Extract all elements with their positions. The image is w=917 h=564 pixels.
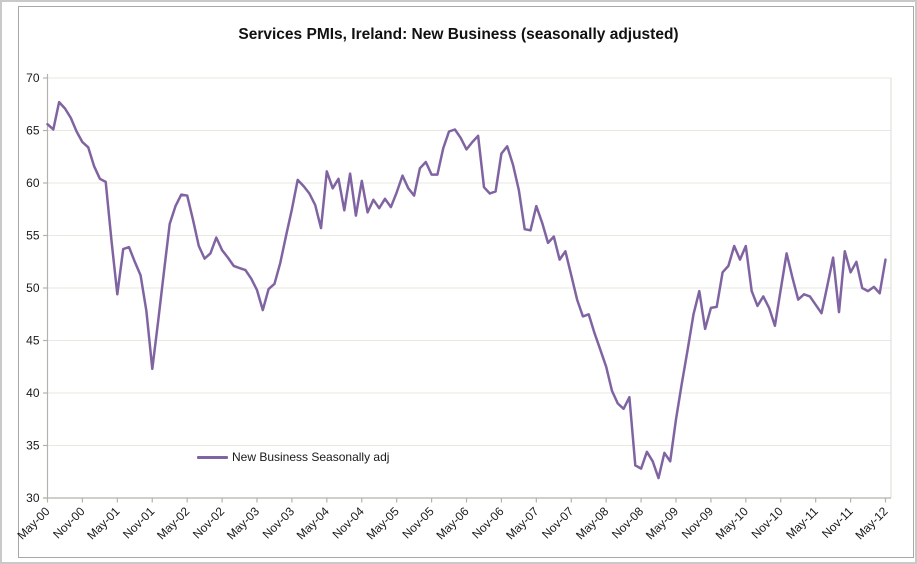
x-tick-label-May-05: May-05 xyxy=(364,504,402,542)
x-tick-label-Nov-00: Nov-00 xyxy=(50,504,87,541)
pmi-line-series xyxy=(46,100,887,480)
x-tick-label-Nov-01: Nov-01 xyxy=(120,504,157,541)
y-tick-label-70: 70 xyxy=(26,71,40,85)
y-tick-label-35: 35 xyxy=(26,439,40,453)
y-tick-label-45: 45 xyxy=(26,334,40,348)
x-tick-label-May-11: May-11 xyxy=(783,504,821,542)
x-tick-label-Nov-10: Nov-10 xyxy=(749,504,786,541)
x-tick-label-Nov-02: Nov-02 xyxy=(190,504,227,541)
x-tick-label-May-03: May-03 xyxy=(224,504,262,542)
x-tick-label-Nov-09: Nov-09 xyxy=(679,504,716,541)
y-tick-label-55: 55 xyxy=(26,229,40,243)
x-tick-label-May-10: May-10 xyxy=(713,504,751,542)
x-tick-label-May-12: May-12 xyxy=(852,504,890,542)
y-tick-label-30: 30 xyxy=(26,491,40,505)
x-tick-label-Nov-05: Nov-05 xyxy=(399,504,436,541)
y-tick-label-60: 60 xyxy=(26,176,40,190)
y-tick-label-65: 65 xyxy=(26,124,40,138)
legend-series-label: New Business Seasonally adj xyxy=(232,450,390,464)
x-tick-label-May-08: May-08 xyxy=(573,504,611,542)
x-tick-label-May-01: May-01 xyxy=(84,504,122,542)
legend-line-swatch xyxy=(197,455,228,459)
y-tick-label-50: 50 xyxy=(26,281,40,295)
x-tick-label-Nov-07: Nov-07 xyxy=(539,504,576,541)
y-tick-label-40: 40 xyxy=(26,386,40,400)
chart-title: Services PMIs, Ireland: New Business (se… xyxy=(238,26,679,43)
x-tick-label-May-09: May-09 xyxy=(643,504,681,542)
legend: New Business Seasonally adj xyxy=(197,449,389,465)
x-tick-label-May-06: May-06 xyxy=(433,504,471,542)
x-tick-label-Nov-08: Nov-08 xyxy=(609,504,646,541)
x-tick-label-Nov-06: Nov-06 xyxy=(469,504,506,541)
x-tick-label-May-00: May-00 xyxy=(14,504,52,542)
x-tick-label-May-04: May-04 xyxy=(294,504,332,542)
chart-frame xyxy=(18,6,914,558)
x-tick-label-Nov-03: Nov-03 xyxy=(260,504,297,541)
x-tick-label-May-07: May-07 xyxy=(503,504,541,542)
x-tick-label-Nov-04: Nov-04 xyxy=(330,504,367,541)
x-tick-label-May-02: May-02 xyxy=(154,504,192,542)
x-tick-label-Nov-11: Nov-11 xyxy=(819,504,856,541)
